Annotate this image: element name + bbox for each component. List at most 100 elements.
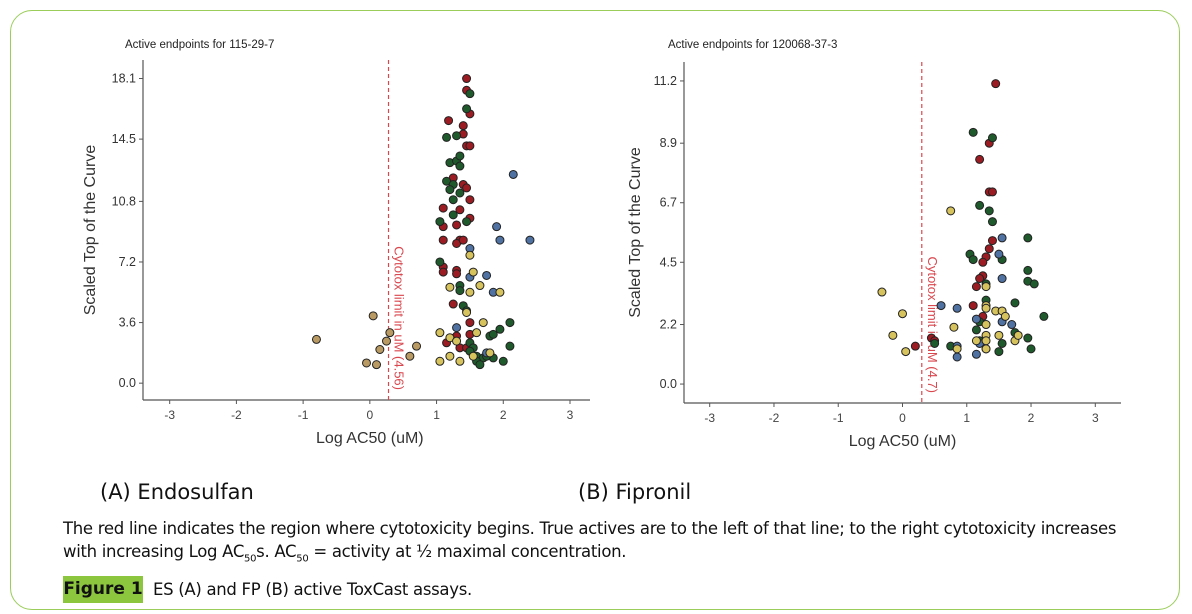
data-point: [455, 188, 465, 198]
data-point: [458, 235, 468, 245]
data-point: [968, 301, 978, 311]
data-point: [442, 132, 452, 142]
cytotox-limit-label: Cytotox limit in uM (4.56): [392, 246, 407, 390]
data-point: [445, 185, 455, 195]
data-point: [975, 274, 985, 284]
data-point: [981, 282, 991, 292]
data-point: [987, 133, 997, 143]
y-tick-label: 0.0: [119, 376, 136, 390]
data-point: [465, 318, 475, 328]
data-point: [981, 303, 991, 313]
data-point: [1013, 330, 1023, 340]
data-point: [412, 341, 422, 351]
data-point: [1029, 279, 1039, 289]
data-point: [971, 314, 981, 324]
data-point: [382, 336, 392, 346]
data-point: [1007, 320, 1017, 330]
data-point: [1023, 333, 1033, 343]
data-point: [930, 338, 940, 348]
data-point: [981, 344, 991, 354]
panel-label-a: (A) Endosulfan: [100, 480, 254, 504]
data-point: [952, 352, 962, 362]
data-point: [465, 141, 475, 151]
data-point: [495, 287, 505, 297]
chart-a-endosulfan: Active endpoints for 115-29-7 -3 -2 -1 0 1 2 3 0…: [82, 39, 590, 447]
data-point: [462, 104, 472, 114]
data-point: [968, 255, 978, 265]
data-point: [492, 222, 502, 232]
chart-b-fipronil: Active endpoints for 120068-37-3 -3 -2 -1 0 1…: [627, 39, 1121, 450]
data-point: [936, 301, 946, 311]
data-point: [1039, 311, 1049, 321]
x-tick-label: -2: [769, 411, 780, 425]
data-point: [445, 282, 455, 292]
data-point: [505, 341, 515, 351]
x-tick-label: 2: [1028, 411, 1035, 425]
data-point: [468, 351, 478, 361]
data-point: [888, 330, 898, 340]
data-point: [910, 341, 920, 351]
data-point: [405, 351, 415, 361]
data-point: [455, 286, 465, 296]
data-point: [877, 287, 887, 297]
data-point: [435, 257, 445, 267]
data-point: [465, 287, 475, 297]
figure-badge: Figure 1: [63, 576, 143, 603]
caption-text: with increasing Log AC: [63, 542, 245, 561]
data-point: [448, 299, 458, 309]
y-tick-label: 7.2: [119, 255, 136, 269]
cytotox-limit-label: Cytotox limit in uM (4.7): [925, 256, 940, 393]
data-point: [1023, 265, 1033, 275]
subscript: 50: [244, 553, 257, 565]
data-point: [435, 217, 445, 227]
x-axis-title: Log AC50 (uM): [849, 433, 957, 450]
x-tick-label: 2: [500, 408, 507, 422]
data-point: [372, 360, 382, 370]
data-point: [482, 270, 492, 280]
x-tick-label: -2: [231, 408, 242, 422]
data-point: [468, 267, 478, 277]
x-tick-label: 0: [366, 408, 373, 422]
x-tick-label: 1: [963, 411, 970, 425]
data-point: [438, 203, 448, 213]
data-point: [488, 329, 498, 339]
data-point: [462, 183, 472, 193]
data-point: [362, 358, 371, 368]
data-point: [435, 328, 445, 338]
caption-text: s. AC: [256, 542, 297, 561]
data-point: [368, 311, 378, 321]
data-point: [997, 338, 1007, 348]
y-axis-title: Scaled Top of the Curve: [82, 145, 99, 316]
y-tick-label: 10.8: [112, 194, 136, 208]
data-point: [375, 345, 385, 355]
data-point: [444, 116, 454, 126]
panel-label-b: (B) Fipronil: [578, 480, 692, 504]
chart-title: Active endpoints for 115-29-7: [125, 39, 274, 51]
x-tick-label: -3: [704, 411, 715, 425]
data-point: [994, 347, 1004, 357]
caption-line-2: with increasing Log AC50s. AC50 = activi…: [63, 542, 627, 565]
data-point: [971, 349, 981, 359]
caption-line-1: The red line indicates the region where …: [63, 519, 1117, 538]
data-point: [901, 347, 911, 357]
data-point: [997, 274, 1007, 284]
data-point: [452, 220, 462, 230]
data-point: [438, 267, 448, 277]
data-point: [475, 360, 485, 370]
data-point: [495, 324, 505, 334]
y-tick-label: 8.9: [660, 136, 677, 150]
data-point: [987, 187, 997, 197]
data-point: [452, 269, 462, 279]
data-point: [475, 281, 485, 291]
data-point: [455, 356, 465, 366]
x-tick-label: 3: [1092, 411, 1099, 425]
data-point: [971, 336, 981, 346]
y-tick-label: 3.6: [119, 316, 136, 330]
data-point: [385, 328, 395, 338]
y-tick-label: 6.7: [660, 196, 677, 210]
y-tick-label: 11.2: [654, 74, 677, 88]
y-tick-label: 0.0: [660, 377, 677, 391]
data-point: [898, 309, 907, 319]
data-point: [508, 169, 518, 179]
